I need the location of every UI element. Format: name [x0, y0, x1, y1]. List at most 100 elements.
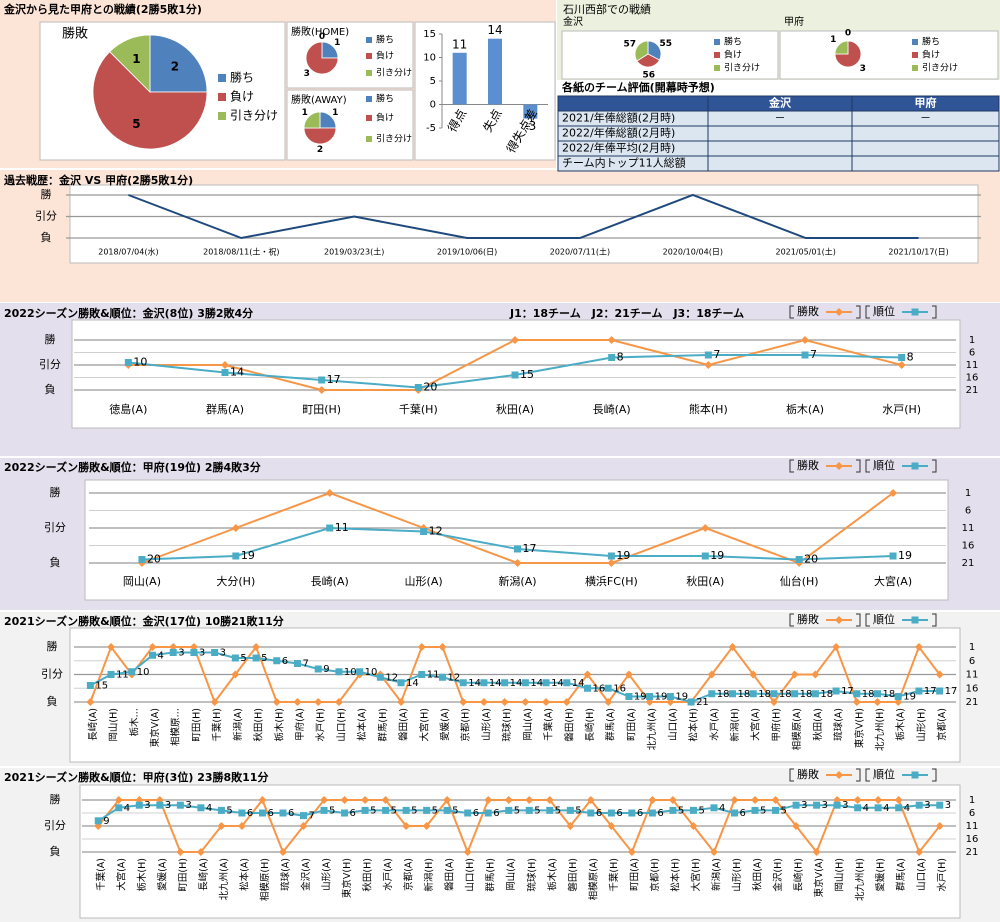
marker — [361, 806, 369, 814]
legend-label: 順位 — [873, 458, 895, 472]
marker — [479, 698, 488, 706]
marker — [514, 545, 521, 553]
y2-tick-label: 11 — [962, 523, 975, 534]
marker — [873, 698, 882, 706]
x-tick-label: 松本(H) — [688, 708, 700, 742]
marker — [217, 806, 225, 814]
data-label: 55 — [660, 39, 673, 49]
data-label: 17 — [327, 373, 341, 386]
marker — [231, 524, 240, 532]
data-label: 6 — [616, 808, 622, 819]
data-label: 1 — [132, 52, 140, 66]
marker — [607, 336, 616, 344]
x-tick-label: 町田(A) — [626, 708, 637, 741]
y-tick-label: 引分 — [41, 667, 63, 681]
marker — [749, 670, 758, 679]
legend-label: 負け — [230, 90, 254, 104]
marker — [190, 649, 198, 656]
legend-bracket — [856, 768, 861, 782]
league-note: J1：18チーム J2：21チーム J3：18チーム — [509, 307, 744, 320]
data-label: 12 — [429, 525, 443, 538]
section-title: 石川西部での戦績 — [563, 2, 651, 16]
legend-marker — [911, 462, 919, 470]
y2-tick-label: 21 — [966, 847, 979, 858]
marker — [729, 690, 736, 698]
data-label: 4 — [124, 803, 130, 814]
data-label: 5 — [329, 805, 335, 816]
x-tick-label: 2019/03/23(土) — [324, 247, 384, 257]
y-tick-label: 勝 — [50, 792, 61, 806]
marker — [701, 524, 710, 532]
marker — [422, 822, 431, 830]
data-label: 19 — [634, 692, 647, 703]
marker — [459, 679, 467, 687]
x-tick-label: 山口(H) — [336, 708, 347, 742]
legend-swatch — [912, 39, 918, 45]
legend-swatch — [366, 96, 372, 102]
data-label: 18 — [862, 689, 875, 700]
chart-title: 2022シーズン勝敗&順位：金沢(8位) 3勝2敗4分 — [4, 306, 253, 320]
marker — [420, 528, 428, 535]
x-tick-label: 秋田(A) — [812, 708, 824, 741]
data-label: 5 — [391, 805, 397, 816]
legend-label: 勝敗 — [797, 612, 819, 626]
data-label: 5 — [411, 805, 417, 816]
marker — [480, 679, 488, 687]
marker — [414, 384, 422, 391]
data-label: 1 — [332, 108, 338, 118]
marker — [669, 806, 677, 814]
legend-bracket — [789, 613, 794, 627]
x-tick-label: 大宮(H) — [690, 858, 702, 892]
x-tick-label: 甲府(H) — [770, 708, 782, 742]
marker — [231, 654, 239, 662]
pie-slice — [92, 51, 208, 150]
marker — [563, 679, 571, 687]
marker — [874, 804, 882, 812]
marker — [237, 822, 246, 830]
data-label: 19 — [898, 549, 912, 562]
x-tick-label: 町田(H) — [178, 858, 189, 892]
marker — [397, 698, 406, 706]
data-label: 7 — [309, 811, 315, 822]
x-tick-label: 新潟(H) — [423, 858, 435, 892]
marker — [666, 693, 674, 700]
marker — [128, 668, 136, 676]
x-tick-label: 栃木… — [128, 708, 140, 737]
data-label: 8 — [617, 351, 624, 364]
marker — [607, 809, 615, 817]
marker — [417, 643, 426, 651]
marker — [707, 670, 716, 679]
chart-title: 金沢 — [563, 15, 583, 28]
marker — [689, 822, 698, 830]
x-tick-label: 秋田(A) — [752, 858, 764, 891]
x-tick-label: 秋田(H) — [362, 858, 374, 892]
x-tick-label: 磐田(A) — [444, 858, 456, 891]
y2-tick-label: 11 — [966, 360, 979, 371]
pie-slice — [149, 34, 208, 93]
data-label: 7 — [810, 348, 817, 361]
legend-bracket — [865, 613, 870, 627]
data-label: 6 — [267, 808, 273, 819]
data-label: 57 — [624, 39, 637, 49]
data-label: 6 — [247, 808, 253, 819]
marker — [334, 698, 343, 706]
marker — [935, 822, 944, 830]
data-label: 4 — [719, 803, 725, 814]
y-tick-label: 引分 — [35, 209, 57, 223]
marker — [459, 698, 468, 706]
data-label: 5 — [575, 805, 581, 816]
marker — [320, 796, 329, 804]
x-tick-label: 新潟(A) — [498, 574, 536, 588]
y2-tick-label: 1 — [969, 335, 975, 346]
marker — [397, 679, 405, 687]
data-label: 6 — [288, 808, 294, 819]
legend-marker — [835, 462, 843, 470]
marker — [624, 670, 633, 679]
legend-bracket — [932, 613, 937, 627]
data-label: 19 — [616, 549, 630, 562]
x-tick-label: 長崎(A) — [311, 574, 349, 588]
data-label: 1 — [830, 35, 836, 45]
legend-bracket — [789, 459, 794, 473]
y2-tick-label: 11 — [966, 670, 979, 681]
marker — [299, 822, 308, 830]
